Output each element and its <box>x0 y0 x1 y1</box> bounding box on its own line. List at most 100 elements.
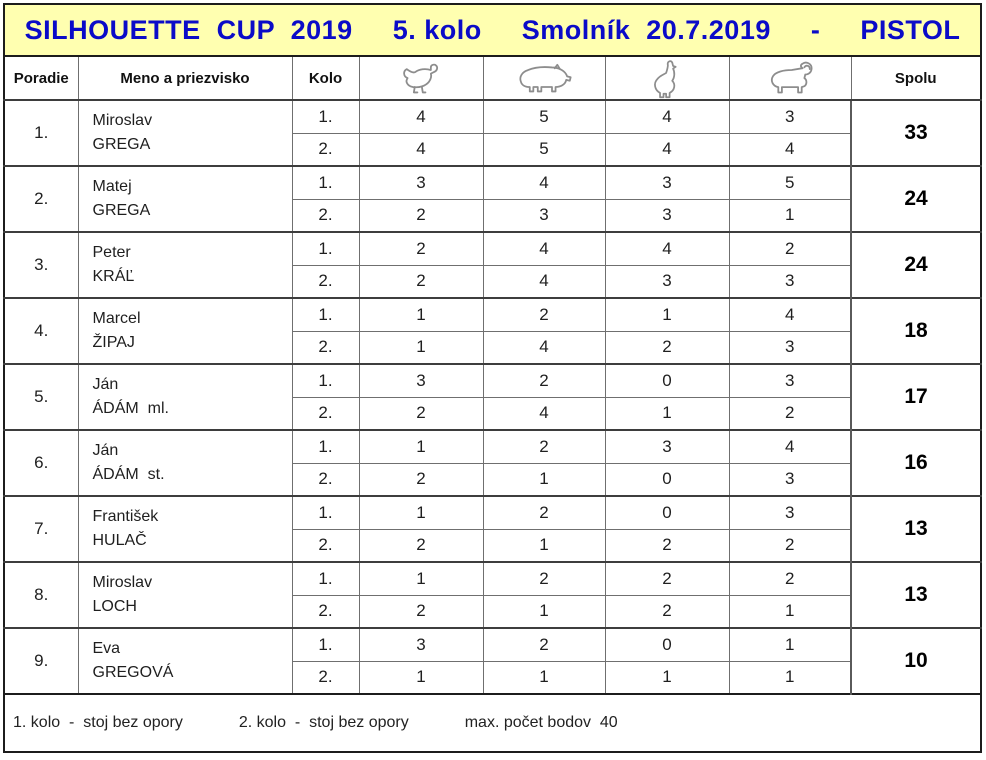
score-cell: 5 <box>482 132 606 167</box>
rank-cell: 1. <box>3 99 79 167</box>
last-name: ÁDÁM st. <box>92 466 165 483</box>
round-label-cell: 2. <box>291 594 360 629</box>
title-round: 5. kolo <box>392 14 482 45</box>
round-label-cell: 2. <box>291 330 360 365</box>
footer-note-max-points: max. počet bodov 40 <box>464 714 618 731</box>
score-cell: 4 <box>604 231 730 266</box>
first-name: Miroslav <box>92 112 153 129</box>
score-cell: 4 <box>358 132 484 167</box>
footer-note-round1: 1. kolo - stoj bez opory <box>13 714 183 731</box>
score-cell: 4 <box>482 231 606 266</box>
total-cell: 33 <box>850 99 982 167</box>
round-label-cell: 2. <box>291 660 360 695</box>
player-name-cell: František HULAČ <box>77 495 293 563</box>
score-cell: 1 <box>358 429 484 464</box>
score-cell: 3 <box>728 99 852 134</box>
rank-cell: 5. <box>3 363 79 431</box>
round-label-cell: 1. <box>291 231 360 266</box>
round-label-cell: 2. <box>291 198 360 233</box>
score-cell: 2 <box>358 264 484 299</box>
score-cell: 5 <box>482 99 606 134</box>
first-name: Ján <box>92 376 119 393</box>
last-name: LOCH <box>92 598 137 615</box>
score-cell: 3 <box>728 330 852 365</box>
score-cell: 2 <box>482 627 606 662</box>
score-cell: 1 <box>482 660 606 695</box>
boar-icon <box>482 55 606 101</box>
footer-note-round2: 2. kolo - stoj bez opory <box>238 714 409 731</box>
column-header-row: Poradie Meno a priezvisko Kolo Spolu <box>3 55 982 101</box>
player-row: 4. Marcel ŽIPAJ 1. 1 2 1 4 18 <box>3 297 982 365</box>
title-row: SILHOUETTE CUP 2019 5. kolo Smolník 20.7… <box>3 3 982 57</box>
score-cell: 2 <box>482 297 606 332</box>
score-cell: 2 <box>604 330 730 365</box>
player-row: 3. Peter KRÁĽ 1. 2 4 4 2 24 <box>3 231 982 299</box>
score-cell: 0 <box>604 363 730 398</box>
score-cell: 2 <box>358 528 484 563</box>
last-name: ÁDÁM ml. <box>92 400 169 417</box>
results-sheet: SILHOUETTE CUP 2019 5. kolo Smolník 20.7… <box>3 3 982 753</box>
score-cell: 3 <box>358 165 484 200</box>
score-cell: 1 <box>482 528 606 563</box>
title-discipline: PISTOL <box>860 14 961 45</box>
round-label-cell: 2. <box>291 132 360 167</box>
player-row: 7. František HULAČ 1. 1 2 0 3 13 <box>3 495 982 563</box>
round-label-cell: 1. <box>291 561 360 596</box>
rank-cell: 2. <box>3 165 79 233</box>
total-cell: 13 <box>850 561 982 629</box>
round-label-cell: 2. <box>291 528 360 563</box>
player-row: 5. Ján ÁDÁM ml. 1. 3 2 0 3 17 <box>3 363 982 431</box>
score-cell: 2 <box>728 396 852 431</box>
first-name: Peter <box>92 244 131 261</box>
first-name: Eva <box>92 640 121 657</box>
page-title: SILHOUETTE CUP 2019 5. kolo Smolník 20.7… <box>3 3 982 57</box>
score-cell: 2 <box>604 528 730 563</box>
round-label-cell: 1. <box>291 627 360 662</box>
score-cell: 1 <box>358 297 484 332</box>
score-cell: 4 <box>728 429 852 464</box>
first-name: Ján <box>92 442 119 459</box>
players-body: 1. Miroslav GREGA 1. 4 5 4 3 33 2. 4 5 4 4 2. Matej GREG… <box>3 99 982 695</box>
score-cell: 4 <box>482 264 606 299</box>
score-cell: 2 <box>358 198 484 233</box>
player-name-cell: Ján ÁDÁM st. <box>77 429 293 497</box>
last-name: GREGA <box>92 202 151 219</box>
col-header-poradie: Poradie <box>3 55 79 101</box>
score-cell: 3 <box>728 363 852 398</box>
player-row-round2: 2. 4 5 4 4 <box>4 132 981 167</box>
player-name-cell: Eva GREGOVÁ <box>77 627 293 695</box>
title-place-date: Smolník 20.7.2019 <box>521 14 771 45</box>
total-cell: 24 <box>850 165 982 233</box>
score-cell: 2 <box>482 561 606 596</box>
results-table: SILHOUETTE CUP 2019 5. kolo Smolník 20.7… <box>3 3 982 753</box>
score-cell: 4 <box>728 132 852 167</box>
title-dash: - <box>810 14 821 45</box>
player-row: 9. Eva GREGOVÁ 1. 3 2 0 1 10 <box>3 627 982 695</box>
player-row: 2. Matej GREGA 1. 3 4 3 5 24 <box>3 165 982 233</box>
player-row: 8. Miroslav LOCH 1. 1 2 2 2 13 <box>3 561 982 629</box>
player-name-cell: Miroslav LOCH <box>77 561 293 629</box>
score-cell: 4 <box>358 99 484 134</box>
first-name: Matej <box>92 178 132 195</box>
round-label-cell: 2. <box>291 462 360 497</box>
score-cell: 1 <box>728 660 852 695</box>
score-cell: 2 <box>358 594 484 629</box>
round-label-cell: 2. <box>291 396 360 431</box>
score-cell: 5 <box>728 165 852 200</box>
score-cell: 4 <box>604 99 730 134</box>
score-cell: 4 <box>482 165 606 200</box>
total-cell: 16 <box>850 429 982 497</box>
score-cell: 2 <box>728 561 852 596</box>
score-cell: 1 <box>358 660 484 695</box>
score-cell: 4 <box>604 132 730 167</box>
score-cell: 1 <box>604 396 730 431</box>
player-row: 1. Miroslav GREGA 1. 4 5 4 3 33 <box>3 99 982 167</box>
rank-cell: 6. <box>3 429 79 497</box>
score-cell: 3 <box>358 363 484 398</box>
round-label-cell: 2. <box>291 264 360 299</box>
score-cell: 3 <box>604 429 730 464</box>
score-cell: 3 <box>728 462 852 497</box>
score-cell: 4 <box>482 396 606 431</box>
player-row-round2: 2. 2 1 2 2 <box>4 528 981 563</box>
score-cell: 2 <box>728 528 852 563</box>
